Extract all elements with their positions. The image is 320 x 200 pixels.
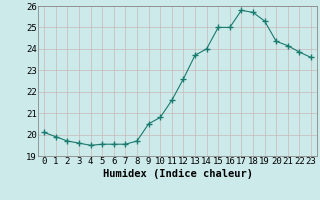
- X-axis label: Humidex (Indice chaleur): Humidex (Indice chaleur): [103, 169, 252, 179]
